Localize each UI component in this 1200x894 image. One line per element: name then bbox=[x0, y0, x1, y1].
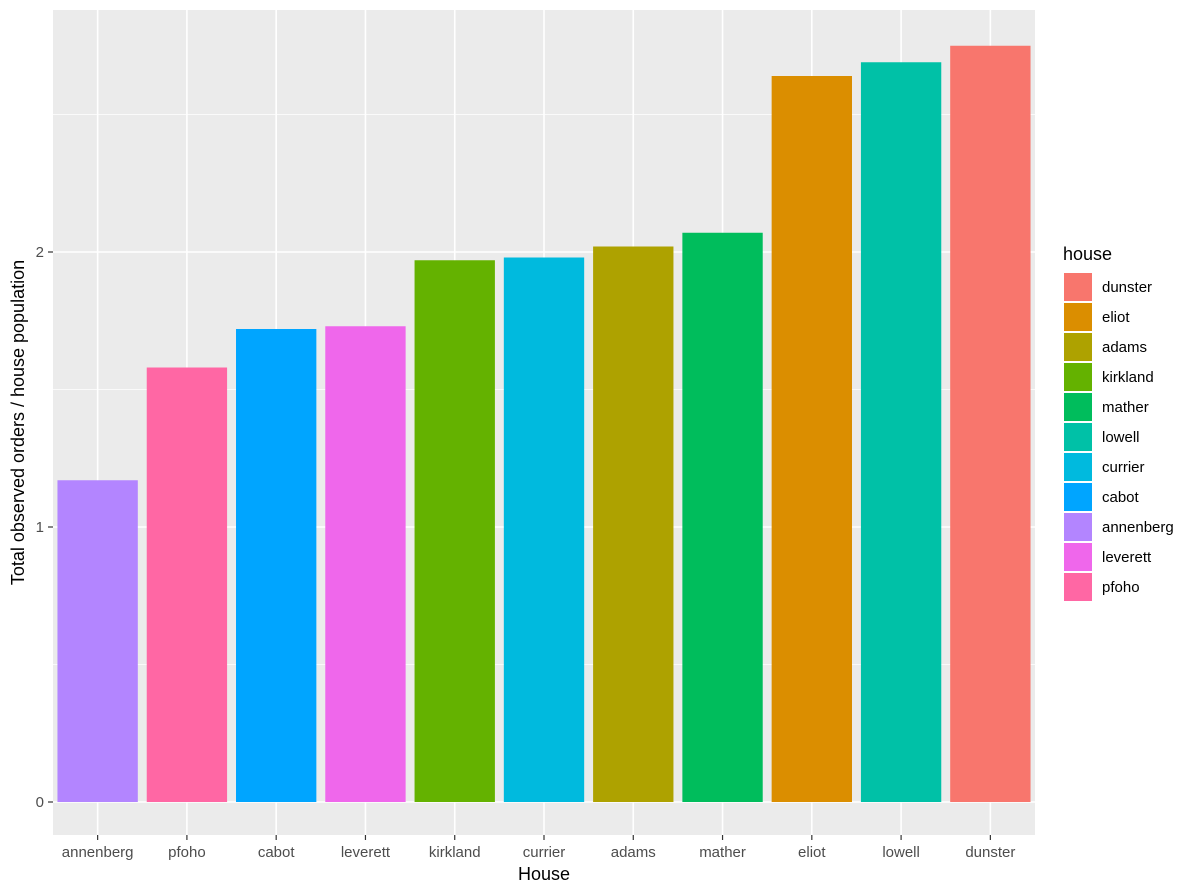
x-tick-label-dunster: dunster bbox=[965, 844, 1015, 861]
y-tick-label: 0 bbox=[36, 794, 44, 811]
x-tick-label-mather: mather bbox=[699, 844, 746, 861]
bar-currier bbox=[503, 257, 585, 802]
x-tick-label-pfoho: pfoho bbox=[168, 844, 206, 861]
legend-key-pfoho bbox=[1064, 573, 1092, 601]
bar-cabot bbox=[236, 329, 317, 802]
legend-key-kirkland bbox=[1064, 363, 1092, 391]
legend-label-cabot: cabot bbox=[1102, 489, 1140, 506]
legend-label-kirkland: kirkland bbox=[1102, 369, 1154, 386]
bar-eliot bbox=[771, 76, 852, 802]
legend-title: house bbox=[1063, 244, 1112, 264]
legend-key-dunster bbox=[1064, 273, 1092, 301]
legend-key-adams bbox=[1064, 333, 1092, 361]
legend-label-pfoho: pfoho bbox=[1102, 579, 1140, 596]
legend: house dunster eliot adams kirkland mather low… bbox=[1063, 244, 1174, 601]
x-tick-label-eliot: eliot bbox=[798, 844, 826, 861]
bars bbox=[57, 45, 1031, 802]
legend-label-eliot: eliot bbox=[1102, 309, 1130, 326]
x-tick-label-cabot: cabot bbox=[258, 844, 296, 861]
bar-dunster bbox=[950, 45, 1031, 802]
y-tick-label: 1 bbox=[36, 519, 44, 536]
y-axis-title: Total observed orders / house population bbox=[8, 260, 28, 585]
legend-label-annenberg: annenberg bbox=[1102, 519, 1174, 536]
legend-label-leverett: leverett bbox=[1102, 549, 1152, 566]
x-axis-title: House bbox=[518, 864, 570, 884]
legend-key-eliot bbox=[1064, 303, 1092, 331]
x-tick-label-leverett: leverett bbox=[341, 844, 391, 861]
x-tick-label-annenberg: annenberg bbox=[62, 844, 134, 861]
bar-adams bbox=[593, 246, 674, 802]
x-tick-label-kirkland: kirkland bbox=[429, 844, 481, 861]
x-tick-label-currier: currier bbox=[523, 844, 566, 861]
legend-label-lowell: lowell bbox=[1102, 429, 1140, 446]
legend-label-currier: currier bbox=[1102, 459, 1145, 476]
bar-leverett bbox=[325, 326, 406, 802]
bar-annenberg bbox=[57, 480, 138, 802]
x-tick-label-adams: adams bbox=[611, 844, 656, 861]
bar-kirkland bbox=[414, 260, 495, 802]
legend-label-mather: mather bbox=[1102, 399, 1149, 416]
legend-label-adams: adams bbox=[1102, 339, 1147, 356]
x-tick-label-lowell: lowell bbox=[882, 844, 920, 861]
legend-key-leverett bbox=[1064, 543, 1092, 571]
legend-key-lowell bbox=[1064, 423, 1092, 451]
bar-mather bbox=[682, 232, 763, 802]
legend-key-currier bbox=[1064, 453, 1092, 481]
legend-key-cabot bbox=[1064, 483, 1092, 511]
legend-key-annenberg bbox=[1064, 513, 1092, 541]
bar-pfoho bbox=[146, 367, 228, 802]
bar-lowell bbox=[860, 62, 942, 802]
legend-key-mather bbox=[1064, 393, 1092, 421]
y-tick-label: 2 bbox=[36, 244, 44, 261]
legend-label-dunster: dunster bbox=[1102, 279, 1152, 296]
y-axis: 0 1 2 bbox=[36, 244, 53, 811]
x-axis: annenberg pfoho cabot leverett kirkland curri… bbox=[62, 835, 1015, 861]
